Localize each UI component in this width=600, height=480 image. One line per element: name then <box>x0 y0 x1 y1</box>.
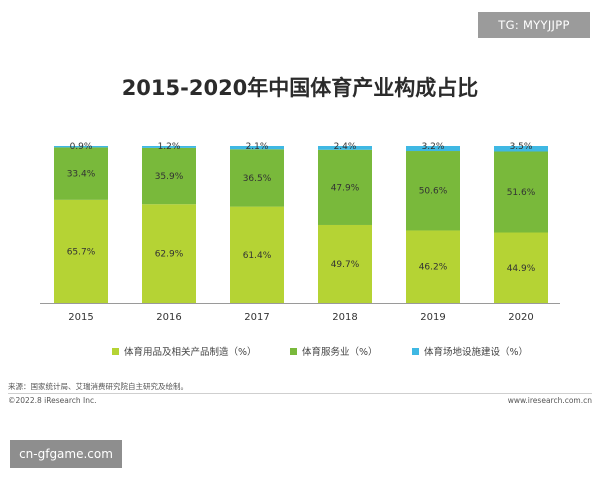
watermark-badge: cn-gfgame.com <box>10 440 122 468</box>
data-label-manufacturing-2016: 62.9% <box>155 250 184 260</box>
legend-item-services: 体育服务业（%） <box>290 344 378 358</box>
data-label-services-2018: 47.9% <box>331 183 360 193</box>
chart-title: 2015-2020年中国体育产业构成占比 <box>121 76 479 100</box>
x-tick-label-2020: 2020 <box>508 312 533 323</box>
legend-label-manufacturing: 体育用品及相关产品制造（%） <box>124 347 257 358</box>
legend-item-manufacturing: 体育用品及相关产品制造（%） <box>112 344 257 358</box>
x-tick-label-2019: 2019 <box>420 312 445 323</box>
footer-divider <box>8 393 592 394</box>
x-tick-label-2017: 2017 <box>244 312 269 323</box>
telegram-badge: TG: MYYJJPP <box>478 12 590 38</box>
bar-segment-manufacturing-2019 <box>406 230 460 303</box>
bar-segment-services-2019 <box>406 151 460 231</box>
bar-segment-services-2018 <box>318 149 372 225</box>
data-label-venues-2020: 3.5% <box>510 142 533 152</box>
bar-segment-manufacturing-2018 <box>318 224 372 303</box>
x-tick-label-2018: 2018 <box>332 312 357 323</box>
data-label-manufacturing-2019: 46.2% <box>419 263 448 273</box>
data-label-venues-2019: 3.2% <box>422 142 445 152</box>
data-label-services-2017: 36.5% <box>243 174 272 184</box>
bar-segment-venues-2017 <box>230 146 284 150</box>
footer-url: www.iresearch.com.cn <box>507 396 592 405</box>
legend-swatch-venues <box>412 348 419 355</box>
x-tick-label-2015: 2015 <box>68 312 93 323</box>
data-label-venues-2016: 1.2% <box>158 142 181 152</box>
data-label-services-2020: 51.6% <box>507 188 536 198</box>
bar-segment-venues-2020 <box>494 146 548 152</box>
bar-segment-services-2020 <box>494 151 548 233</box>
legend-item-venues: 体育场地设施建设（%） <box>412 344 528 358</box>
bar-segment-manufacturing-2020 <box>494 232 548 303</box>
bar-segment-venues-2018 <box>318 146 372 150</box>
bar-segment-venues-2019 <box>406 146 460 152</box>
bar-segment-manufacturing-2016 <box>142 204 196 303</box>
bar-segment-services-2017 <box>230 149 284 207</box>
data-label-venues-2018: 2.4% <box>334 142 357 152</box>
chart-legend: 体育用品及相关产品制造（%） 体育服务业（%） 体育场地设施建设（%） <box>0 344 600 358</box>
data-label-manufacturing-2020: 44.9% <box>507 264 536 274</box>
bar-segment-venues-2015 <box>54 146 108 148</box>
bar-segment-venues-2016 <box>142 146 196 148</box>
x-tick-label-2016: 2016 <box>156 312 181 323</box>
bar-segment-services-2015 <box>54 147 108 200</box>
legend-swatch-manufacturing <box>112 348 119 355</box>
data-label-manufacturing-2017: 61.4% <box>243 251 272 261</box>
data-label-services-2019: 50.6% <box>419 187 448 197</box>
data-label-venues-2015: 0.9% <box>70 142 93 152</box>
bar-segment-manufacturing-2015 <box>54 199 108 303</box>
legend-swatch-services <box>290 348 297 355</box>
bar-segment-services-2016 <box>142 147 196 205</box>
footer-copyright: ©2022.8 iResearch Inc. <box>8 396 97 405</box>
data-label-manufacturing-2018: 49.7% <box>331 260 360 270</box>
stacked-bar-chart: 65.7% 33.4% 0.9% 2015 62.9% 35.9% 1.2% 2016 61.4… <box>40 142 560 323</box>
data-label-services-2015: 33.4% <box>67 170 96 180</box>
data-label-manufacturing-2015: 65.7% <box>67 247 96 257</box>
footer-source: 来源：国家统计局、艾瑞消费研究院自主研究及绘制。 <box>8 382 188 391</box>
bar-segment-manufacturing-2017 <box>230 206 284 303</box>
data-label-venues-2017: 2.1% <box>246 142 269 152</box>
data-label-services-2016: 35.9% <box>155 172 184 182</box>
legend-label-services: 体育服务业（%） <box>302 347 378 358</box>
legend-label-venues: 体育场地设施建设（%） <box>424 347 529 358</box>
